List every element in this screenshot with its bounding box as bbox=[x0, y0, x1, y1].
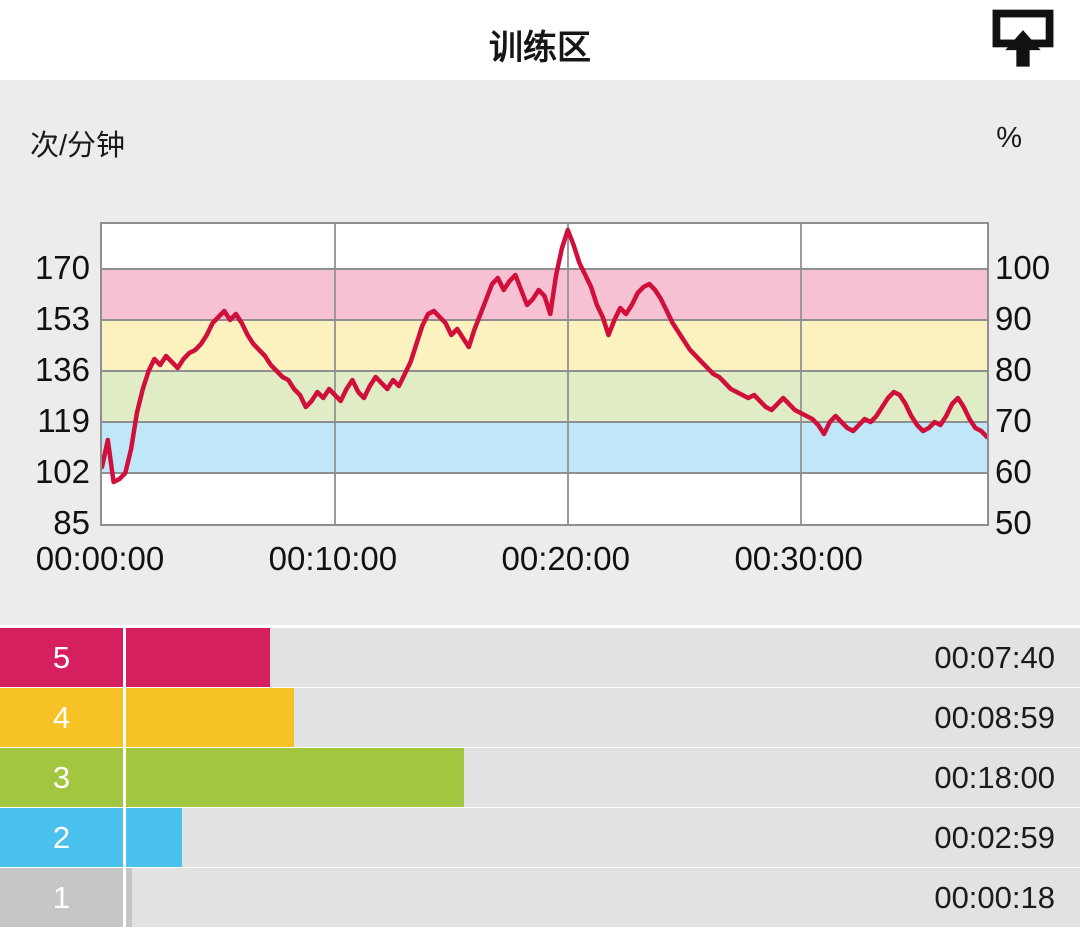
hr-line bbox=[102, 227, 987, 485]
y-axis-left-label: 136 bbox=[34, 351, 90, 388]
y-axis-right-label: 50 bbox=[995, 504, 1032, 541]
x-axis-label: 00:10:00 bbox=[268, 540, 398, 577]
zone-duration-bar bbox=[126, 868, 132, 927]
gridline-h bbox=[102, 421, 987, 423]
zone-band bbox=[102, 422, 987, 473]
left-axis-unit-label: 次/分钟 bbox=[30, 130, 126, 162]
zone-band bbox=[102, 320, 987, 371]
zone-duration-bar bbox=[126, 628, 270, 687]
table-row: 1 00:00:18 bbox=[0, 868, 1080, 927]
gridline-h bbox=[102, 472, 987, 474]
x-axis-label: 00:30:00 bbox=[734, 540, 863, 577]
table-row: 2 00:02:59 bbox=[0, 808, 1080, 867]
zone-duration-label: 00:08:59 bbox=[934, 699, 1055, 735]
right-axis-unit-label: % bbox=[996, 122, 1022, 154]
zone-badge: 2 bbox=[0, 808, 123, 867]
zone-badge-divider bbox=[123, 808, 126, 867]
y-axis-left-label: 170 bbox=[34, 249, 90, 286]
zone-duration-bar bbox=[126, 808, 182, 867]
zone-duration-label: 00:00:18 bbox=[934, 879, 1055, 915]
zone-duration-bar bbox=[126, 748, 464, 807]
zone-band bbox=[102, 371, 987, 422]
zones-table: 5 00:07:40 4 00:08:59 3 00:18:00 2 00:02:59 1 00:… bbox=[0, 628, 1080, 928]
y-axis-left-label: 153 bbox=[34, 300, 90, 337]
zone-duration-label: 00:07:40 bbox=[934, 639, 1055, 675]
y-axis-right-label: 90 bbox=[995, 300, 1032, 337]
gridline-h bbox=[102, 370, 987, 372]
table-row: 5 00:07:40 bbox=[0, 628, 1080, 687]
gridline-v bbox=[333, 224, 336, 524]
cast-screen-icon[interactable] bbox=[992, 8, 1054, 70]
zone-duration-bar bbox=[126, 688, 295, 747]
zone-badge: 5 bbox=[0, 628, 123, 687]
y-axis-right-label: 70 bbox=[995, 402, 1032, 439]
plot-area bbox=[100, 222, 989, 526]
gridline-h bbox=[102, 319, 987, 321]
table-row: 4 00:08:59 bbox=[0, 688, 1080, 747]
zone-badge-divider bbox=[123, 868, 126, 927]
x-axis-label: 00:00:00 bbox=[35, 540, 165, 577]
cast-screen-icon-glyph bbox=[992, 9, 1054, 67]
y-axis-right-label: 100 bbox=[995, 249, 1051, 286]
header: 训练区 bbox=[0, 0, 1080, 80]
table-row: 3 00:18:00 bbox=[0, 748, 1080, 807]
gridline-v bbox=[566, 224, 569, 524]
y-axis-left-label: 85 bbox=[53, 504, 90, 541]
y-axis-left-label: 102 bbox=[34, 453, 90, 490]
zone-badge: 4 bbox=[0, 688, 123, 747]
zone-badge-divider bbox=[123, 688, 126, 747]
zone-duration-label: 00:18:00 bbox=[934, 759, 1055, 795]
zone-badge: 1 bbox=[0, 868, 123, 927]
zone-badge-divider bbox=[123, 628, 126, 687]
y-axis-left-label: 119 bbox=[37, 402, 90, 439]
heart-rate-chart bbox=[102, 227, 987, 485]
zone-badge: 3 bbox=[0, 748, 123, 807]
gridline-h bbox=[102, 268, 987, 270]
zone-duration-label: 00:02:59 bbox=[934, 819, 1055, 855]
page-title: 训练区 bbox=[489, 29, 591, 67]
y-axis-right-label: 60 bbox=[995, 453, 1032, 490]
zone-badge-divider bbox=[123, 748, 126, 807]
gridline-v bbox=[799, 224, 802, 524]
y-axis-right-label: 80 bbox=[995, 351, 1032, 388]
x-axis-label: 00:20:00 bbox=[501, 540, 631, 577]
chart-section: 次/分钟 % 170 153 136 119 102 85 100 90 80 70 60 50 00:… bbox=[0, 80, 1080, 625]
